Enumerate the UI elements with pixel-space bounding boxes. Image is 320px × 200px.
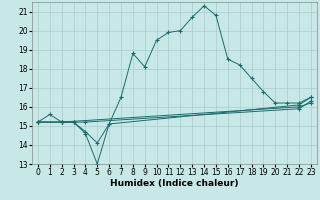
- X-axis label: Humidex (Indice chaleur): Humidex (Indice chaleur): [110, 179, 239, 188]
